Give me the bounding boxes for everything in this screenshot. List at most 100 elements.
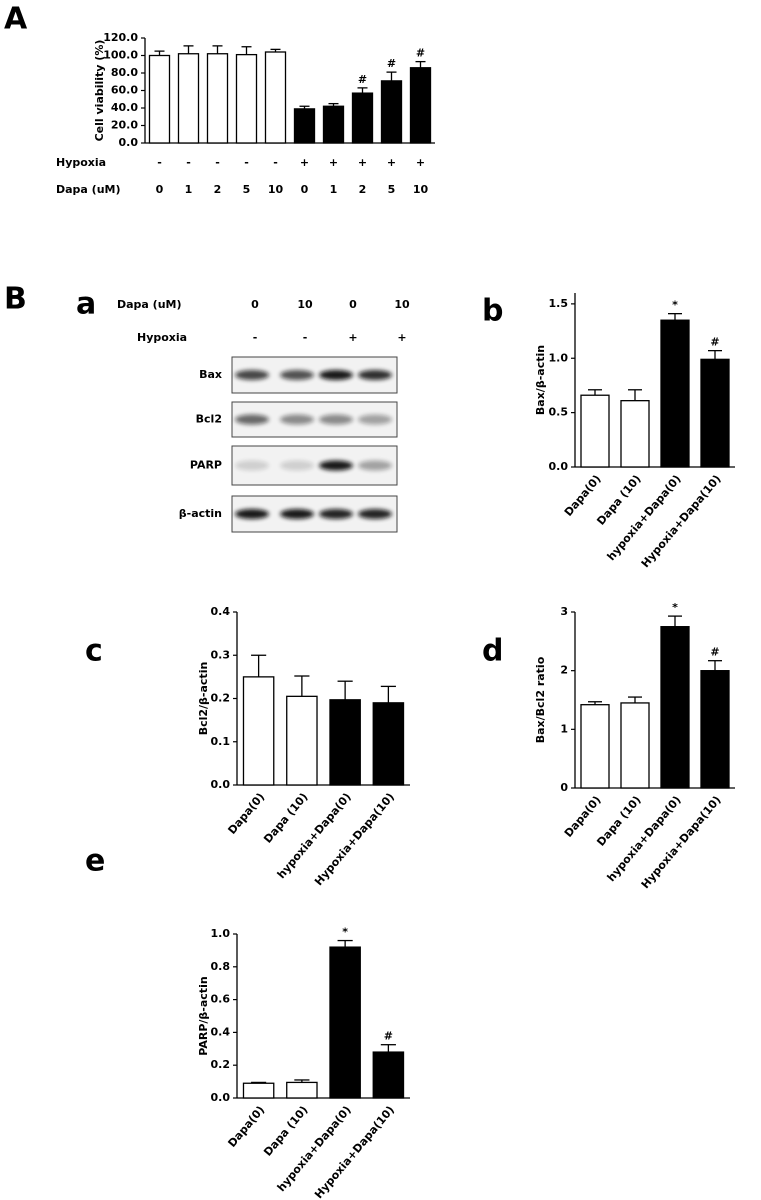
blot-band (358, 509, 392, 519)
hypoxia-label: - (273, 156, 278, 169)
significance-mark: # (710, 336, 719, 349)
significance-mark: * (672, 299, 678, 312)
y-tick-label: 0.0 (119, 136, 139, 149)
hypoxia-label: - (244, 156, 249, 169)
y-tick-label: 0.5 (549, 406, 569, 419)
bar (620, 702, 650, 789)
blot-header: Dapa (uM) (117, 298, 182, 311)
lane-dapa: 0 (251, 298, 259, 311)
protein-label: Bax (199, 368, 222, 381)
bar (286, 695, 318, 786)
blot-band (358, 460, 392, 471)
significance-mark: # (358, 73, 367, 86)
y-tick-label: 60.0 (111, 84, 138, 97)
y-tick-label: 120.0 (103, 31, 138, 44)
bar (580, 704, 610, 789)
section-label: B (4, 282, 27, 317)
blot-band (280, 414, 314, 425)
y-tick-label: 1.0 (549, 351, 569, 364)
bar (264, 51, 287, 144)
blot-band (319, 509, 353, 519)
y-tick-label: 20.0 (111, 119, 138, 132)
y-tick-label: 2 (560, 664, 568, 677)
y-tick-label: 3 (560, 605, 568, 618)
blot-band (319, 460, 353, 471)
blot-band (235, 460, 269, 471)
dapa-label: 5 (388, 183, 396, 196)
x-tick-label: hypoxia+Dapa(0) (605, 473, 684, 564)
blot-band (358, 370, 392, 380)
x-tick-label: hypoxia+Dapa(0) (275, 791, 354, 882)
lane-dapa: 0 (349, 298, 357, 311)
x-tick-label: Dapa (10) (261, 1104, 310, 1159)
y-axis-label: Cell viability (%) (93, 40, 106, 142)
y-axis-label: Bax/β-actin (534, 345, 547, 415)
lane-hypoxia: - (303, 331, 308, 344)
dapa-label: 1 (185, 183, 193, 196)
significance-mark: * (672, 601, 678, 614)
hypoxia-label: + (329, 156, 338, 169)
y-tick-label: 40.0 (111, 101, 138, 114)
bar (148, 54, 171, 144)
bar (235, 53, 258, 144)
y-tick-label: 0.2 (211, 692, 231, 705)
protein-label: PARP (190, 459, 222, 472)
y-tick-label: 0.6 (211, 993, 231, 1006)
blot-band (358, 414, 392, 425)
dapa-label: 2 (359, 183, 367, 196)
bar (351, 92, 374, 144)
bar (242, 676, 275, 786)
hypoxia-label: - (186, 156, 191, 169)
hypoxia-label: + (300, 156, 309, 169)
dapa-label: 0 (301, 183, 309, 196)
bar (329, 946, 361, 1099)
significance-mark: # (384, 1030, 393, 1043)
y-tick-label: 0.4 (211, 1025, 231, 1038)
y-axis-label: Bcl2/β-actin (197, 662, 210, 736)
y-tick-label: 0.0 (549, 460, 569, 473)
bar (700, 670, 730, 789)
y-tick-label: 100.0 (103, 49, 138, 62)
bar (177, 53, 200, 144)
bar (380, 80, 403, 144)
y-tick-label: 80.0 (111, 66, 138, 79)
y-axis-label: PARP/β-actin (197, 976, 210, 1055)
y-tick-label: 0.0 (211, 1091, 231, 1104)
y-tick-label: 0.4 (211, 605, 231, 618)
y-tick-label: 0.3 (211, 648, 231, 661)
bar (372, 702, 405, 786)
y-tick-label: 1 (560, 722, 568, 735)
bar (206, 53, 229, 144)
x-tick-label: Dapa(0) (562, 473, 604, 519)
bar (660, 626, 690, 789)
blot-header: Hypoxia (137, 331, 187, 344)
y-tick-label: 0.0 (211, 778, 231, 791)
y-axis-label: Bax/Bcl2 ratio (534, 656, 547, 743)
lane-hypoxia: - (253, 331, 258, 344)
panel-label: a (76, 287, 96, 322)
panel-label: e (85, 844, 105, 879)
bar (580, 394, 610, 468)
panel-label: c (85, 634, 103, 669)
blot-band (319, 414, 353, 425)
hypoxia-label: - (157, 156, 162, 169)
lane-dapa: 10 (394, 298, 410, 311)
y-tick-label: 0.1 (211, 735, 231, 748)
lane-hypoxia: + (397, 331, 406, 344)
blot-band (235, 414, 269, 425)
blot-band (235, 509, 269, 519)
hypoxia-label: + (416, 156, 425, 169)
dapa-label: 2 (214, 183, 222, 196)
x-tick-label: Hypoxia+Dapa(10) (312, 791, 397, 889)
row-label: Hypoxia (56, 156, 106, 169)
bar (620, 400, 650, 468)
x-tick-label: Dapa(0) (562, 794, 604, 840)
blot-band (235, 370, 269, 380)
hypoxia-label: + (387, 156, 396, 169)
y-tick-label: 0.8 (211, 960, 231, 973)
bar (700, 358, 730, 468)
bar (372, 1051, 405, 1099)
protein-label: β-actin (179, 507, 222, 520)
bar (329, 699, 361, 786)
